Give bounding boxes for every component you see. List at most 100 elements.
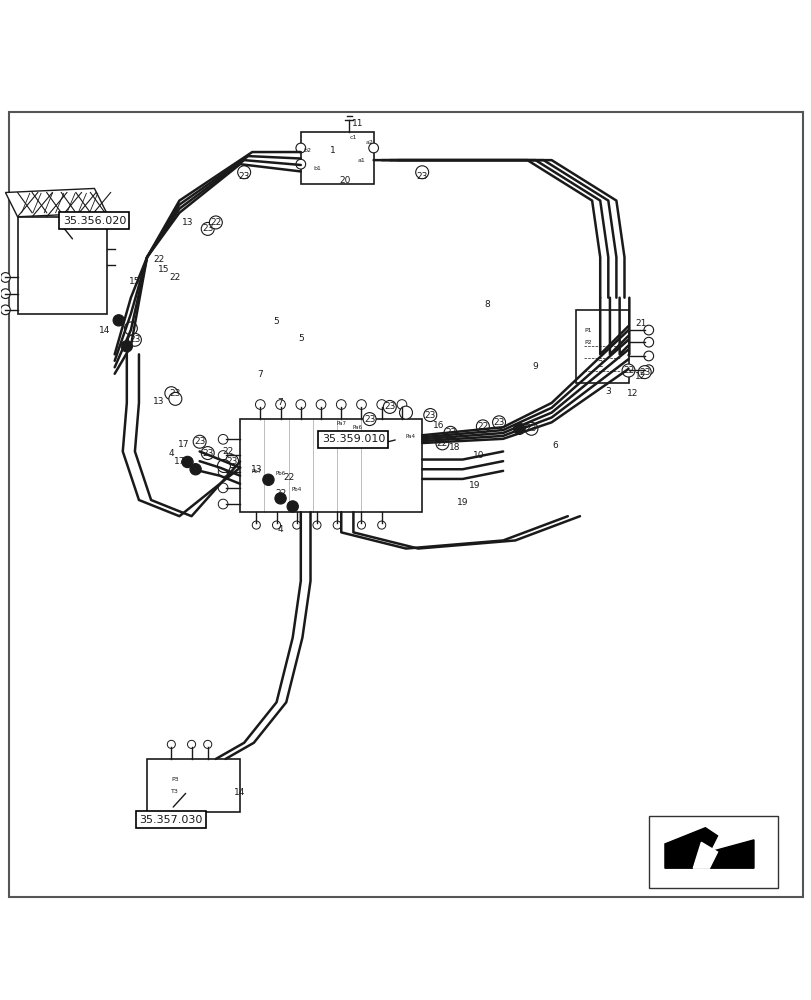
Text: b2: b2 [303, 148, 311, 153]
Circle shape [190, 464, 201, 475]
Circle shape [225, 455, 238, 468]
Circle shape [513, 423, 524, 434]
Text: 23: 23 [263, 475, 274, 484]
Circle shape [272, 521, 281, 529]
Text: 14: 14 [98, 326, 109, 335]
Circle shape [492, 416, 505, 429]
Text: b1: b1 [313, 166, 320, 171]
Text: Pb7: Pb7 [251, 469, 261, 474]
Bar [240, 419, 422, 512]
Circle shape [218, 467, 228, 477]
Text: 22: 22 [283, 473, 294, 482]
Circle shape [333, 521, 341, 529]
Circle shape [201, 222, 214, 235]
Circle shape [336, 400, 345, 409]
Text: P1: P1 [583, 328, 590, 333]
Circle shape [315, 400, 325, 409]
Text: 13: 13 [251, 465, 262, 474]
Text: 23: 23 [493, 418, 504, 427]
Text: 22: 22 [444, 428, 456, 437]
Text: 23: 23 [363, 415, 375, 424]
Bar [300, 132, 373, 184]
Text: a2: a2 [365, 140, 373, 145]
Circle shape [187, 740, 195, 748]
Circle shape [444, 426, 457, 439]
Text: 4: 4 [277, 525, 283, 534]
Text: 2: 2 [597, 360, 603, 369]
Text: 12: 12 [634, 372, 646, 381]
Text: 22: 22 [436, 439, 448, 448]
Text: 5: 5 [273, 317, 279, 326]
Text: T3: T3 [171, 789, 179, 794]
Circle shape [218, 483, 228, 493]
Text: 22: 22 [169, 273, 181, 282]
Circle shape [124, 322, 137, 335]
Text: c1: c1 [350, 135, 357, 140]
Text: 4: 4 [169, 449, 174, 458]
Text: 7: 7 [257, 370, 263, 379]
Text: 15: 15 [129, 277, 140, 286]
Circle shape [397, 400, 406, 409]
Circle shape [356, 400, 366, 409]
Text: Pa6: Pa6 [352, 425, 362, 430]
Text: 8: 8 [483, 300, 489, 309]
Text: 23: 23 [286, 502, 298, 511]
Text: 23: 23 [638, 368, 650, 377]
Polygon shape [6, 188, 106, 217]
Circle shape [204, 740, 212, 748]
Polygon shape [693, 842, 717, 868]
Text: 14: 14 [234, 788, 246, 797]
Text: Pa7: Pa7 [336, 421, 345, 426]
Text: P2: P2 [583, 340, 591, 345]
Text: Pb6: Pb6 [275, 471, 285, 476]
Text: 15: 15 [157, 265, 169, 274]
Circle shape [399, 406, 412, 419]
Text: 1: 1 [330, 146, 336, 155]
Circle shape [275, 493, 286, 504]
Text: 23: 23 [384, 402, 395, 411]
Text: P3: P3 [171, 777, 179, 782]
Text: 19: 19 [469, 481, 480, 490]
Circle shape [128, 333, 141, 346]
Text: 20: 20 [339, 176, 350, 185]
Circle shape [637, 366, 650, 379]
Text: 23: 23 [202, 449, 213, 458]
Text: 35.356.020: 35.356.020 [62, 216, 126, 226]
Text: 22: 22 [153, 255, 165, 264]
Text: 23: 23 [424, 411, 436, 420]
Text: 3: 3 [605, 387, 611, 396]
Polygon shape [664, 828, 753, 868]
Text: 23: 23 [226, 457, 238, 466]
Circle shape [363, 413, 375, 426]
Circle shape [621, 364, 634, 377]
Circle shape [643, 337, 653, 347]
Text: 16: 16 [432, 421, 444, 430]
Text: 17: 17 [178, 440, 189, 449]
Circle shape [423, 409, 436, 422]
Text: 35.359.010: 35.359.010 [321, 434, 384, 444]
Text: 23: 23 [169, 389, 181, 398]
Text: 23: 23 [238, 172, 250, 181]
Circle shape [295, 159, 305, 169]
Text: 18: 18 [448, 443, 460, 452]
Bar [18, 217, 106, 314]
Circle shape [295, 143, 305, 153]
Circle shape [276, 400, 285, 409]
Circle shape [524, 422, 537, 435]
Text: 22: 22 [477, 422, 488, 431]
Circle shape [218, 499, 228, 509]
Circle shape [476, 420, 489, 433]
Circle shape [1, 305, 11, 315]
Text: 11: 11 [351, 119, 363, 128]
Text: 22: 22 [222, 447, 234, 456]
Circle shape [292, 521, 300, 529]
Circle shape [121, 341, 132, 352]
Circle shape [436, 437, 448, 450]
Bar [147, 759, 240, 812]
Circle shape [263, 474, 274, 485]
Circle shape [169, 392, 182, 405]
Circle shape [368, 143, 378, 153]
Text: 21: 21 [634, 319, 646, 328]
Circle shape [252, 521, 260, 529]
Circle shape [165, 387, 178, 400]
